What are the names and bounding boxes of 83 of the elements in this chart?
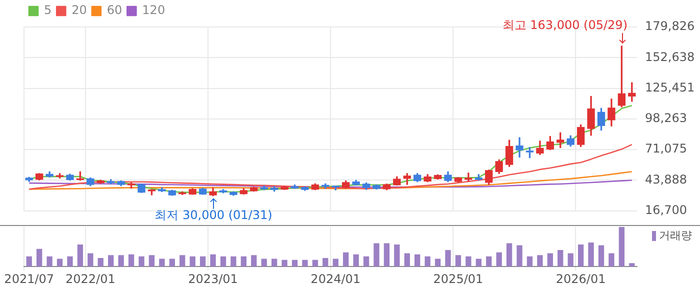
candlestick bbox=[158, 187, 166, 192]
bar bbox=[138, 256, 144, 267]
bar bbox=[537, 255, 543, 267]
bar bbox=[251, 255, 257, 267]
bar bbox=[108, 255, 114, 267]
legend-label: 거래량 bbox=[659, 228, 692, 242]
bar bbox=[516, 245, 522, 267]
bar bbox=[77, 244, 84, 267]
bar bbox=[434, 258, 441, 267]
bar bbox=[486, 256, 492, 267]
bar bbox=[271, 258, 278, 267]
candlestick bbox=[332, 185, 340, 190]
bar bbox=[180, 255, 186, 267]
bar bbox=[292, 260, 298, 267]
bar bbox=[466, 256, 472, 267]
bar bbox=[169, 258, 175, 267]
y-tick-label: 43,888 bbox=[645, 172, 687, 186]
bar bbox=[282, 260, 288, 267]
bar bbox=[384, 243, 390, 267]
bar bbox=[578, 244, 584, 267]
y-tick-label: 125,451 bbox=[645, 80, 695, 94]
bar bbox=[608, 253, 614, 267]
y-tick-label: 71,075 bbox=[645, 142, 687, 156]
bar bbox=[148, 255, 155, 267]
bar bbox=[558, 250, 564, 267]
bar bbox=[445, 250, 451, 267]
bar bbox=[36, 248, 42, 267]
bar bbox=[128, 254, 134, 267]
bar bbox=[332, 258, 338, 267]
bar bbox=[506, 243, 512, 267]
legend-label: 20 bbox=[72, 3, 87, 18]
y-tick-label: 179,826 bbox=[645, 19, 695, 34]
bar bbox=[118, 255, 124, 267]
bar bbox=[588, 242, 594, 267]
bar bbox=[230, 256, 236, 267]
legend-label: 60 bbox=[106, 3, 122, 18]
bar bbox=[353, 254, 359, 267]
bar bbox=[220, 256, 226, 267]
y-tick-label: 16,700 bbox=[645, 202, 687, 217]
bar bbox=[476, 258, 482, 267]
bar bbox=[526, 256, 533, 267]
bar bbox=[46, 256, 52, 267]
bar bbox=[618, 227, 625, 267]
x-tick-label: 2026/01 bbox=[556, 272, 606, 286]
x-tick-label: 2022/01 bbox=[65, 272, 116, 286]
x-tick-label: 2024/01 bbox=[310, 272, 361, 286]
bar bbox=[210, 254, 216, 267]
x-tick-label: 2021/07 bbox=[4, 272, 54, 286]
annotation: 최저 30,000 (01/31) bbox=[154, 208, 272, 222]
annotation: 최고 163,000 (05/29) bbox=[502, 18, 628, 32]
bar bbox=[240, 256, 246, 267]
x-tick-label: 2025/01 bbox=[433, 272, 484, 286]
x-tick-label: 2023/01 bbox=[188, 272, 238, 286]
legend-label: 120 bbox=[142, 3, 166, 18]
bar bbox=[67, 256, 73, 267]
bar bbox=[190, 256, 196, 267]
bar bbox=[322, 258, 328, 267]
bar bbox=[629, 263, 635, 267]
bar bbox=[26, 256, 32, 267]
bar bbox=[404, 253, 410, 267]
bar bbox=[342, 252, 349, 267]
bar bbox=[374, 243, 380, 267]
y-tick-label: 98,263 bbox=[645, 111, 687, 126]
bar bbox=[568, 253, 574, 267]
y-tick-label: 152,638 bbox=[645, 50, 695, 64]
legend-label: 5 bbox=[44, 3, 52, 18]
bar bbox=[496, 252, 502, 267]
candlestick bbox=[56, 173, 64, 178]
bar bbox=[98, 258, 104, 267]
bar bbox=[363, 256, 370, 267]
bar bbox=[394, 244, 400, 267]
bar bbox=[56, 258, 63, 267]
bar bbox=[159, 258, 165, 267]
bar bbox=[200, 256, 206, 267]
bar bbox=[424, 256, 430, 267]
bar bbox=[455, 255, 462, 267]
bar bbox=[414, 254, 420, 267]
bar bbox=[261, 258, 267, 267]
bar bbox=[88, 253, 94, 267]
bar bbox=[312, 260, 318, 267]
bar bbox=[302, 260, 308, 267]
bar bbox=[598, 245, 604, 267]
bar bbox=[547, 253, 553, 267]
